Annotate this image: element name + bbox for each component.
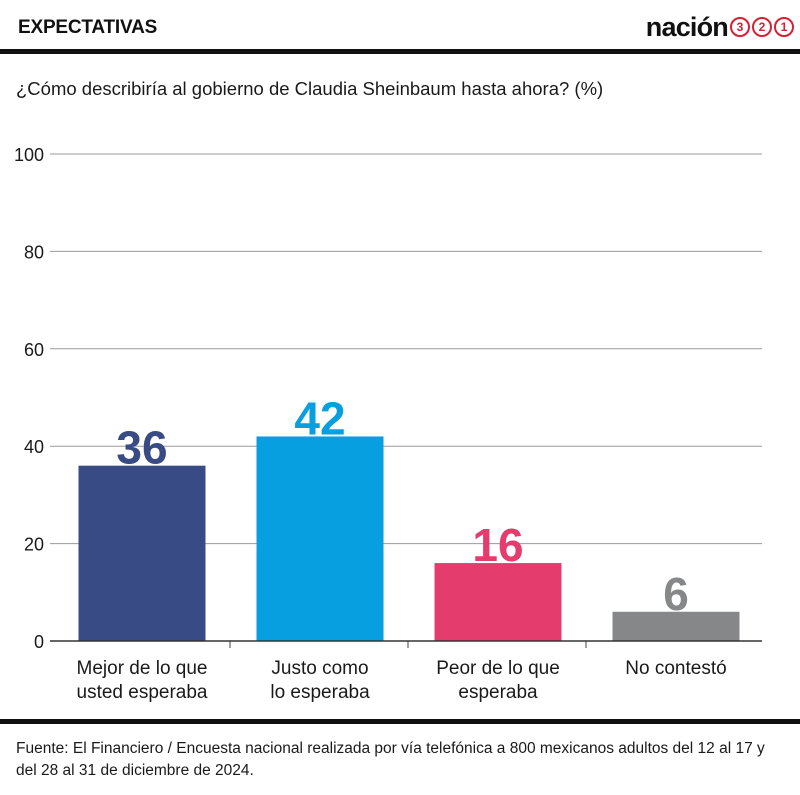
source-footnote: Fuente: El Financiero / Encuesta naciona… xyxy=(16,740,765,779)
y-tick-label: 80 xyxy=(24,242,44,262)
category-label: lo esperaba xyxy=(270,682,370,703)
category-label: Justo como xyxy=(271,658,368,679)
bar-value-label: 42 xyxy=(294,392,345,444)
bar-chart: 0 20 40 60 80 100 36 Mejor de lo que usted esper… xyxy=(14,145,762,703)
logo-number-3: 3 xyxy=(730,17,750,37)
category-label: usted esperaba xyxy=(77,682,208,703)
y-tick-label: 100 xyxy=(14,145,44,165)
header-divider xyxy=(0,49,800,54)
bar xyxy=(256,436,384,641)
category-label: Mejor de lo que xyxy=(77,658,208,679)
header: EXPECTATIVAS nación 3 2 1 xyxy=(0,0,800,54)
bar xyxy=(78,465,206,641)
bar xyxy=(612,611,740,641)
logo-wordmark: nación xyxy=(645,11,729,42)
y-tick-label: 20 xyxy=(24,535,44,555)
y-tick-label: 0 xyxy=(34,632,44,652)
chart-question: ¿Cómo describiría al gobierno de Claudia… xyxy=(16,78,604,99)
bar-value-label: 6 xyxy=(663,568,689,620)
logo-number-2: 2 xyxy=(752,17,772,37)
category-label: No contestó xyxy=(625,658,726,679)
category-label: Peor de lo que xyxy=(436,658,560,679)
bar-value-label: 36 xyxy=(116,422,167,474)
bar-value-label: 16 xyxy=(472,519,523,571)
y-tick-label: 40 xyxy=(24,437,44,457)
y-tick-label: 60 xyxy=(24,340,44,360)
logo-number-1: 1 xyxy=(774,17,794,37)
section-label: EXPECTATIVAS xyxy=(18,17,158,38)
publication-logo: nación 3 2 1 xyxy=(646,10,794,44)
category-label: esperaba xyxy=(458,682,538,703)
footer-divider xyxy=(0,719,800,724)
bar xyxy=(434,563,562,641)
